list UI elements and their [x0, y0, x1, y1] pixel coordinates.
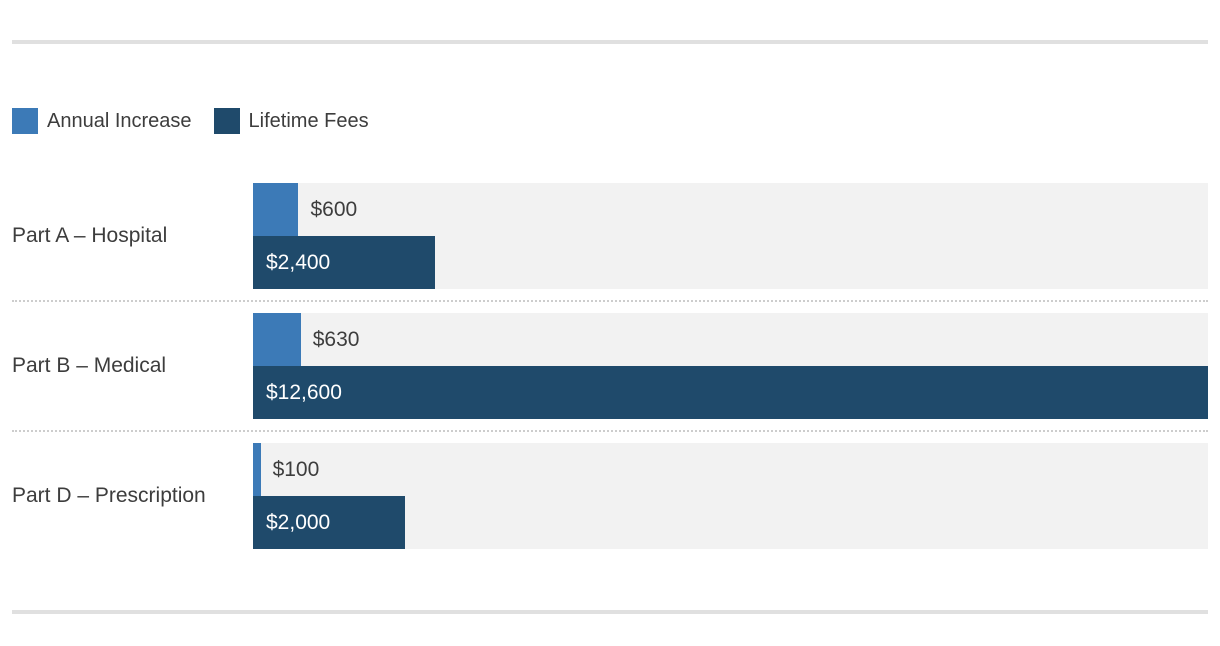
category-label: Part B – Medical — [12, 354, 167, 377]
lifetime-fees-bar: $2,000 — [253, 496, 405, 549]
annual-bar-line: $600 — [253, 183, 1208, 236]
bar-track: $630 $12,600 — [253, 313, 1208, 419]
annual-value-label: $100 — [272, 457, 320, 481]
lifetime-fees-bar: $12,600 — [253, 366, 1208, 419]
lifetime-value-label: $2,000 — [266, 510, 331, 534]
bottom-divider — [12, 610, 1208, 614]
bar-track: $600 $2,400 — [253, 183, 1208, 289]
category-label: Part A – Hospital — [12, 224, 168, 247]
annual-value-label: $600 — [310, 197, 358, 221]
annual-value-label: $630 — [312, 327, 360, 351]
bar-chart: Part A – Hospital $600 $2,400 Part B – M… — [12, 183, 1208, 549]
chart-row: Part A – Hospital $600 $2,400 — [12, 183, 1208, 289]
lifetime-fees-bar: $2,400 — [253, 236, 435, 289]
lifetime-bar-line: $2,400 — [253, 236, 1208, 289]
lifetime-fees-swatch — [213, 108, 240, 134]
annual-increase-bar — [253, 443, 261, 496]
annual-bar-line: $100 — [253, 443, 1208, 496]
lifetime-bar-line: $12,600 — [253, 366, 1208, 419]
row-separator — [12, 300, 1208, 302]
legend-item-annual-increase: Annual Increase — [12, 108, 192, 134]
legend-label: Lifetime Fees — [248, 109, 369, 132]
chart-row: Part B – Medical $630 $12,600 — [12, 313, 1208, 419]
lifetime-value-label: $12,600 — [266, 380, 342, 404]
row-separator — [12, 430, 1208, 432]
bar-track: $100 $2,000 — [253, 443, 1208, 549]
legend: Annual Increase Lifetime Fees — [12, 108, 1208, 134]
annual-bar-line: $630 — [253, 313, 1208, 366]
top-divider — [12, 40, 1208, 44]
chart-row: Part D – Prescription $100 $2,000 — [12, 443, 1208, 549]
lifetime-bar-line: $2,000 — [253, 496, 1208, 549]
annual-increase-swatch — [12, 108, 38, 134]
legend-label: Annual Increase — [47, 109, 192, 132]
annual-increase-bar — [253, 183, 299, 236]
chart-page: Annual Increase Lifetime Fees Part A – H… — [0, 40, 1220, 646]
legend-item-lifetime-fees: Lifetime Fees — [213, 108, 369, 134]
category-label: Part D – Prescription — [12, 484, 206, 507]
lifetime-value-label: $2,400 — [266, 250, 331, 274]
annual-increase-bar — [253, 313, 301, 366]
